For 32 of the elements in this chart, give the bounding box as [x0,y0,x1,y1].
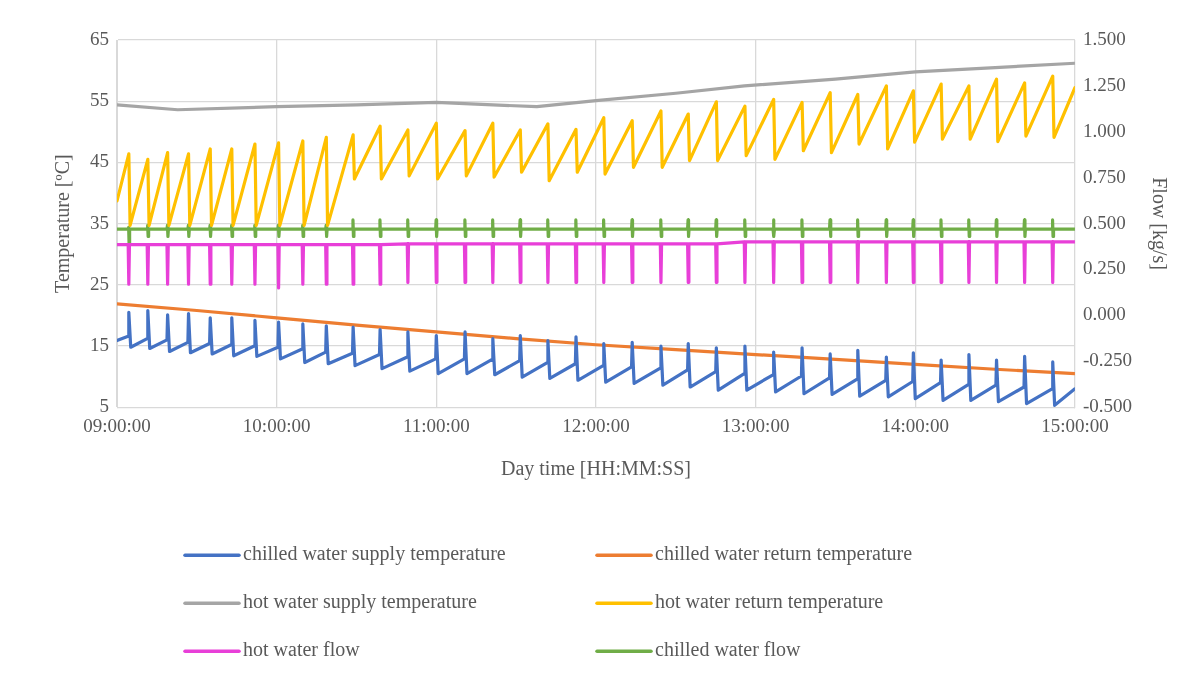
legend-label: chilled water return temperature [655,542,913,566]
y-tick-label: 65 [90,27,109,49]
y2-tick-label: 1.500 [1082,27,1126,49]
x-tick-label: 13:00:00 [721,414,790,436]
legend-label: hot water return temperature [655,590,884,614]
y2-tick-label: -0.250 [1082,349,1132,371]
y-tick-label: 5 [99,395,109,417]
y-tick-label: 45 [90,150,109,172]
y2-tick-label: 1.000 [1082,119,1126,141]
y2-tick-label: 0.250 [1082,257,1126,279]
x-tick-label: 14:00:00 [881,414,950,436]
y2-tick-label: 0.500 [1082,211,1126,233]
y2-tick-label: -0.500 [1082,395,1132,417]
y2-tick-label: 0.000 [1082,303,1126,325]
y-tick-label: 25 [90,272,109,294]
y2-axis-title: Flow [kg/s] [1147,177,1171,270]
y-tick-label: 15 [90,333,109,355]
x-tick-label: 09:00:00 [83,414,151,436]
y-tick-label: 55 [90,89,109,111]
x-tick-label: 12:00:00 [562,414,630,436]
x-axis-title: Day time [HH:MM:SS] [500,457,691,481]
y-axis-title: Temperature [ºC] [51,154,75,293]
y2-tick-label: 1.250 [1082,73,1126,95]
y-tick-label: 35 [90,211,109,233]
legend-label: chilled water flow [655,638,802,661]
legend-label: hot water supply temperature [243,590,477,614]
x-tick-label: 15:00:00 [1041,414,1109,436]
y2-tick-label: 0.750 [1082,165,1126,187]
x-tick-label: 10:00:00 [242,414,311,436]
legend-label: chilled water supply temperature [243,542,506,566]
x-tick-label: 11:00:00 [402,414,470,436]
legend-label: hot water flow [243,638,361,661]
